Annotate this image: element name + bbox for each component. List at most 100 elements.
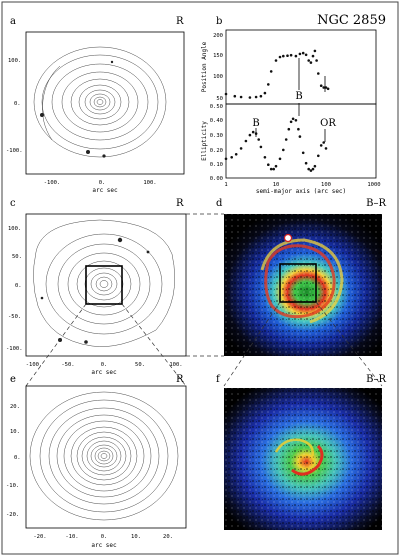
panel-e-contours xyxy=(29,391,179,521)
panel-e-xtick: -20. xyxy=(33,534,46,540)
data-point xyxy=(286,54,289,57)
data-point xyxy=(289,53,293,57)
panel-c-ytick: 50. xyxy=(12,254,22,260)
data-point xyxy=(224,92,228,96)
pa-ytick: 50 xyxy=(216,96,223,102)
data-point xyxy=(315,59,318,62)
panel-a-ytick: 0. xyxy=(14,101,21,107)
panel-a-ytick: -100. xyxy=(6,148,23,154)
pa-ytick: 150 xyxy=(213,53,223,59)
data-point xyxy=(224,157,228,161)
data-point xyxy=(267,83,270,86)
data-point xyxy=(301,51,305,55)
panel-a-xtick: -100. xyxy=(44,180,61,186)
data-point xyxy=(274,164,278,168)
pa-points xyxy=(224,49,330,99)
panel-c-ytick: -100. xyxy=(6,346,23,352)
data-point xyxy=(278,157,282,161)
panel-d-label: d xyxy=(216,198,223,209)
annotation-b1: B xyxy=(252,118,259,129)
panel-c-xtick: 100. xyxy=(169,362,182,368)
data-point xyxy=(263,156,267,159)
data-point xyxy=(289,120,293,124)
data-point xyxy=(233,94,237,98)
ell-ylabel: Ellipticity xyxy=(201,121,208,161)
data-point xyxy=(248,133,252,137)
data-point xyxy=(326,87,330,91)
panel-d-ring xyxy=(264,244,336,319)
panel-f-arc xyxy=(291,444,324,476)
data-point xyxy=(309,61,313,64)
panel-b-xtick: 1000 xyxy=(367,182,380,188)
data-point xyxy=(297,127,300,131)
panel-e-band: R xyxy=(176,374,184,385)
data-point xyxy=(319,84,323,87)
data-point xyxy=(239,147,243,150)
annotation-or: OR xyxy=(320,118,336,129)
panel-e-frame xyxy=(25,385,187,529)
data-point xyxy=(294,54,298,58)
panel-c-ytick: -50. xyxy=(8,314,21,320)
data-point xyxy=(311,54,315,58)
panel-e-xtick: 10. xyxy=(131,534,141,540)
panel-b-xtick: 10 xyxy=(273,182,280,188)
panel-a-label: a xyxy=(10,16,16,27)
data-point xyxy=(287,127,291,131)
panel-d-star xyxy=(283,233,293,243)
zoom-connectors xyxy=(25,213,383,387)
panel-c-xtick: -50. xyxy=(61,362,74,368)
data-point xyxy=(307,59,311,62)
data-point xyxy=(254,95,258,99)
panel-d-ring-yellow xyxy=(260,238,344,324)
data-point xyxy=(274,59,278,62)
data-point xyxy=(230,156,233,159)
panel-e-ytick: 10. xyxy=(10,429,20,435)
panel-e-label: e xyxy=(10,374,16,385)
pa-ytick: 200 xyxy=(213,33,223,39)
panel-a-band: R xyxy=(176,16,184,27)
panel-e-xtick: 20. xyxy=(163,534,173,540)
panel-e-ytick: 20. xyxy=(10,404,20,410)
data-point xyxy=(322,86,326,89)
ell-ytick: 0.10 xyxy=(210,162,223,168)
data-point xyxy=(317,154,320,158)
panel-f-label: f xyxy=(216,374,221,385)
data-point xyxy=(324,147,328,150)
panel-e-ytick: -20. xyxy=(6,512,19,518)
panel-a-stars xyxy=(40,60,114,158)
panel-f-noise xyxy=(224,388,382,530)
data-point xyxy=(267,163,270,166)
panel-e-xlabel: arc sec xyxy=(91,542,117,549)
data-point xyxy=(291,117,295,121)
data-point xyxy=(304,53,308,57)
panel-a-xtick: 100. xyxy=(143,180,156,186)
panel-d: d B–R xyxy=(216,198,386,356)
zoom-box xyxy=(85,265,123,305)
panel-c: c R 100. 50. 0. -50. -100. -100. -50. 0.… xyxy=(6,198,187,376)
data-point xyxy=(319,144,323,147)
panel-c-frame xyxy=(25,213,187,357)
data-point xyxy=(313,164,317,168)
panel-c-ytick: 100. xyxy=(8,226,21,232)
panel-e: e R 20. 10. 0. -10. -20. -20. -10. 0. 10… xyxy=(6,374,187,549)
panel-f-arc-yellow xyxy=(274,438,314,459)
data-point xyxy=(248,96,252,99)
panel-b-xlabel: semi-major axis (arc sec) xyxy=(256,188,346,195)
ell-ytick: 0.20 xyxy=(210,148,223,154)
data-point xyxy=(269,70,273,73)
panel-c-xlabel: arc sec xyxy=(91,369,117,376)
panel-e-xtick: 0. xyxy=(101,534,108,540)
data-point xyxy=(304,161,308,165)
panel-e-ytick: 0. xyxy=(14,455,21,461)
panel-b-xtick: 100 xyxy=(321,182,331,188)
data-point xyxy=(259,145,263,149)
data-point xyxy=(234,153,238,156)
data-point xyxy=(263,91,267,95)
ell-ytick: 0.00 xyxy=(210,176,223,182)
panel-f-band: B–R xyxy=(366,374,386,385)
data-point xyxy=(294,119,298,122)
panel-f: f B–R xyxy=(216,374,386,530)
data-point xyxy=(317,72,320,75)
data-point xyxy=(259,94,263,98)
